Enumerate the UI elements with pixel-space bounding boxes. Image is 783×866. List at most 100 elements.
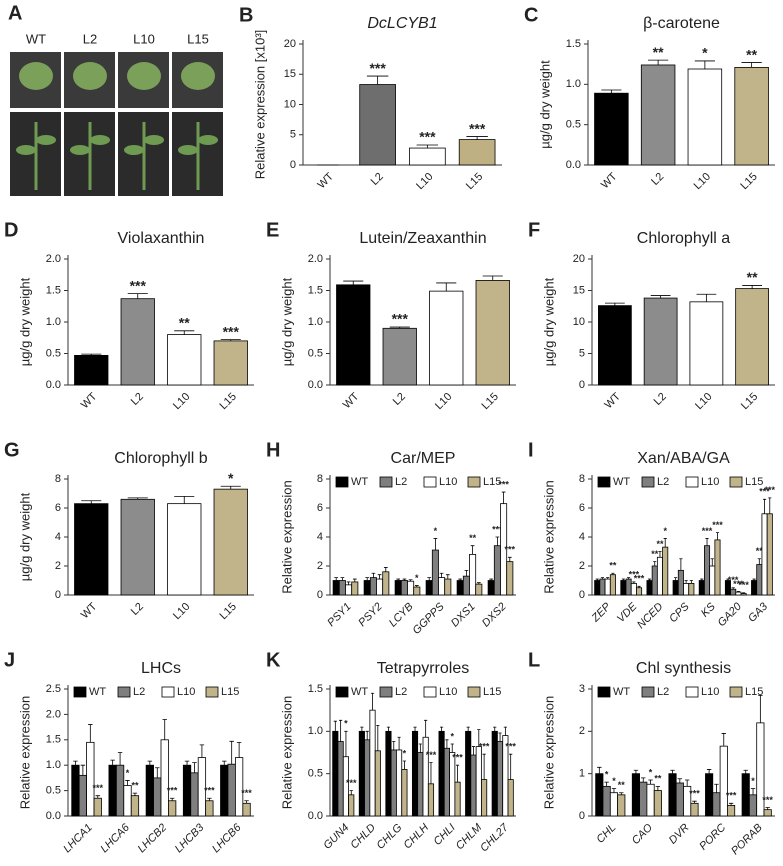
x-tick-label: GUN4 (321, 822, 351, 852)
x-tick-label: L15 (739, 391, 760, 412)
bar (382, 327, 417, 386)
bar (506, 561, 514, 596)
significance: * (434, 526, 438, 536)
error-bar (495, 536, 500, 546)
significance: *** (492, 524, 503, 534)
bar (704, 545, 711, 596)
y-tick-label: 4 (579, 531, 585, 543)
legend-label: L15 (221, 686, 239, 698)
y-tick-label: 10 (573, 316, 585, 328)
error-bar (433, 538, 438, 551)
error-bar (339, 719, 343, 742)
x-tick-label: CHL (594, 822, 618, 846)
panel-label: C (524, 4, 538, 26)
significance: *** (498, 479, 509, 489)
bar (481, 779, 488, 817)
error-bar (655, 785, 661, 791)
x-tick-label: LHCB2 (136, 822, 170, 856)
error-bar (155, 767, 160, 778)
legend-swatch (423, 476, 437, 488)
error-bar (73, 760, 78, 766)
error-bar (408, 579, 413, 582)
y-axis-label: Relative expression (541, 480, 556, 593)
error-bar (207, 797, 212, 801)
significance: ** (654, 774, 662, 784)
error-bar (765, 807, 770, 810)
y-tick-label: 2.0 (308, 253, 323, 265)
error-bar (229, 740, 234, 765)
y-tick-label: 15 (573, 284, 585, 296)
legend-swatch (729, 686, 743, 698)
significance: ** (747, 269, 758, 285)
y-tick-label: 4 (55, 531, 61, 543)
y-tick-label: 0.0 (46, 810, 61, 822)
x-tick-label: L10 (171, 391, 192, 412)
error-bar (684, 779, 690, 787)
y-tick-label: 0 (55, 589, 61, 601)
bar (385, 730, 392, 817)
x-tick-label: LHCA6 (98, 821, 132, 855)
panel-label: G (4, 439, 20, 461)
x-tick-label: L2 (129, 601, 146, 618)
significance: *** (634, 574, 645, 584)
bar (646, 580, 653, 596)
error-bar (674, 577, 678, 581)
error-bar (360, 726, 364, 732)
bar (491, 730, 498, 817)
significance: ** (131, 781, 139, 791)
y-tick-label: 5 (579, 347, 585, 359)
error-bar (458, 578, 463, 581)
error-bar (507, 556, 512, 562)
error-bar (482, 275, 503, 281)
significance: ** (618, 780, 626, 790)
significance: *** (733, 579, 744, 589)
significance: *** (505, 545, 516, 555)
significance: ** (179, 315, 190, 331)
panel-label: L (528, 649, 540, 671)
error-bar (742, 592, 746, 594)
error-bar (471, 746, 476, 756)
bar (594, 580, 601, 596)
bar (332, 730, 339, 817)
bar (630, 583, 637, 596)
error-bar (689, 580, 693, 584)
x-tick-label: DXS2 (480, 601, 509, 630)
bar (714, 539, 721, 596)
error-bar (658, 551, 662, 558)
significance: * (612, 776, 616, 786)
y-tick-label: 2.5 (46, 683, 61, 695)
bar (234, 757, 244, 817)
x-tick-label: PSY2 (356, 601, 384, 629)
y-tick-label: 8 (55, 473, 61, 485)
x-tick-label: WT (79, 390, 100, 411)
x-tick-label: PORAB (729, 822, 765, 858)
significance: ** (609, 561, 617, 571)
error-bar (714, 783, 719, 793)
plant-leaf (124, 145, 144, 155)
bar (735, 288, 769, 386)
plant-leaf (198, 135, 218, 145)
error-bar (700, 578, 704, 581)
bar (409, 147, 446, 166)
y-tick-label: 0 (579, 810, 585, 822)
bar (639, 781, 648, 817)
error-bar (597, 766, 602, 774)
bar (86, 741, 95, 817)
error-bar (236, 741, 242, 758)
bar (71, 764, 80, 817)
x-tick-label: GGPPS (411, 600, 448, 637)
error-bar (466, 136, 488, 140)
error-bar (650, 295, 671, 299)
error-bar (199, 744, 205, 758)
x-tick-label: CHL27 (478, 821, 511, 854)
error-bar (604, 781, 609, 787)
bar (620, 580, 627, 596)
error-bar (715, 532, 720, 540)
legend-label: WT (89, 686, 106, 698)
bar (456, 580, 464, 596)
x-tick-label: LCYB (387, 601, 416, 630)
plant-leaf (90, 135, 110, 145)
y-tick-label: 20 (284, 38, 296, 50)
significance: *** (479, 742, 490, 752)
legend-label: L10 (701, 686, 719, 698)
